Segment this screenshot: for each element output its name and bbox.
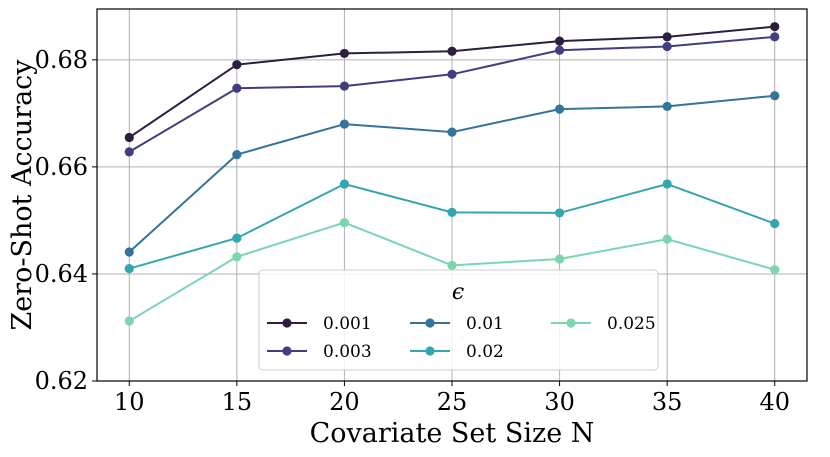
data-point	[662, 101, 672, 112]
data-point	[124, 147, 134, 157]
legend-entry: 0.003	[267, 342, 372, 362]
x-tick-label: 40	[759, 388, 790, 416]
legend: ϵ 0.001 0.003 0.01 0.02 0.025	[258, 269, 659, 371]
series-0.02	[124, 179, 780, 274]
data-point	[232, 252, 242, 262]
legend-entries: 0.001 0.003 0.01 0.02 0.025	[267, 314, 656, 362]
data-point	[662, 179, 672, 189]
data-point	[447, 46, 457, 56]
legend-title: ϵ	[452, 280, 464, 305]
data-point	[339, 217, 350, 228]
x-tick-label: 30	[544, 388, 575, 416]
x-tick-label: 35	[652, 388, 683, 416]
legend-entry: 0.02	[410, 342, 504, 362]
x-axis-label: Covariate Set Size N	[310, 418, 595, 449]
data-point	[232, 233, 242, 243]
y-tick-label: 0.68	[35, 46, 88, 74]
data-point	[232, 149, 242, 160]
series-layer	[124, 22, 780, 326]
data-point	[339, 119, 350, 129]
legend-marker	[425, 346, 435, 356]
data-point	[447, 69, 457, 79]
x-tick-label: 25	[437, 388, 468, 416]
axis-ticks: 10 15 20 25 30 35 40 0.62 0.64 0.66 0.68	[35, 46, 790, 416]
data-point	[554, 208, 565, 218]
legend-label: 0.025	[607, 314, 656, 334]
legend-entry: 0.025	[551, 314, 656, 334]
legend-entry: 0.001	[267, 314, 372, 334]
legend-label: 0.001	[323, 314, 372, 334]
data-point	[232, 60, 242, 70]
data-point	[124, 132, 134, 143]
x-tick-label: 10	[114, 388, 145, 416]
data-point	[770, 265, 780, 275]
legend-marker	[282, 318, 292, 328]
data-point	[662, 234, 672, 244]
data-point	[339, 179, 350, 189]
series-0.003	[124, 32, 780, 157]
legend-label: 0.003	[323, 342, 372, 362]
data-point	[554, 36, 565, 46]
data-point	[770, 22, 780, 32]
y-tick-label: 0.64	[35, 260, 88, 288]
data-point	[339, 48, 350, 59]
data-point	[447, 127, 457, 137]
series-0.025	[124, 217, 780, 326]
data-point	[447, 207, 457, 217]
legend-marker	[425, 318, 435, 328]
data-point	[124, 247, 134, 257]
data-point	[339, 81, 350, 91]
data-point	[232, 83, 242, 93]
series-0.001	[124, 22, 780, 143]
data-point	[770, 32, 780, 42]
legend-box	[258, 269, 659, 371]
data-point	[124, 263, 134, 274]
x-tick-label: 15	[222, 388, 253, 416]
data-point	[662, 32, 672, 42]
data-point	[554, 254, 565, 264]
legend-label: 0.02	[466, 342, 504, 362]
data-point	[124, 316, 134, 326]
y-axis-label: Zero-Shot Accuracy	[7, 59, 38, 331]
legend-marker	[566, 318, 576, 328]
y-tick-label: 0.66	[35, 153, 88, 181]
series-0.01	[124, 91, 780, 257]
x-tick-label: 20	[329, 388, 360, 416]
data-point	[554, 45, 565, 55]
legend-label: 0.01	[466, 314, 504, 334]
data-point	[770, 91, 780, 101]
data-point	[662, 41, 672, 52]
y-tick-label: 0.62	[35, 367, 88, 395]
grid	[97, 9, 807, 381]
legend-entry: 0.01	[410, 314, 504, 334]
data-point	[554, 104, 565, 114]
legend-marker	[282, 346, 292, 356]
data-point	[770, 219, 780, 229]
data-point	[447, 260, 457, 270]
